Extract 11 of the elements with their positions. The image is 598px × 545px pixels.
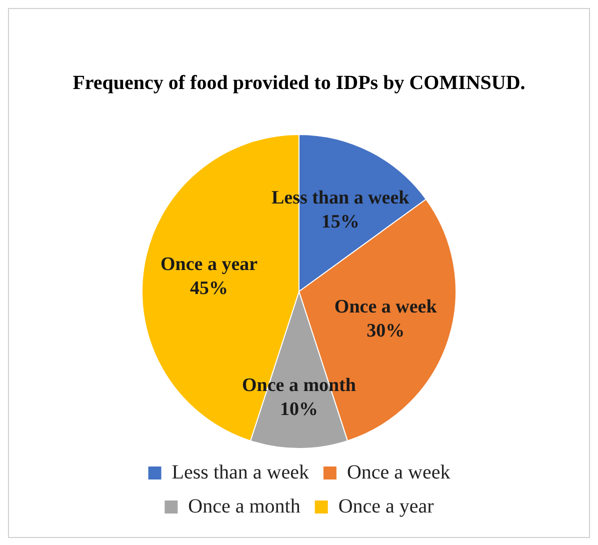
legend-label: Less than a week (172, 461, 309, 484)
legend-label: Once a week (346, 461, 450, 484)
data-label: 45% (190, 278, 228, 300)
slice-label: Once a year (160, 254, 258, 276)
data-label: 30% (366, 320, 405, 342)
data-label: 15% (321, 211, 360, 232)
legend-label: Once a month (188, 495, 300, 518)
legend-label: Once a year (338, 495, 434, 518)
slice-label: Once a week (334, 296, 438, 318)
data-label: 10% (280, 399, 318, 420)
chart-title: Frequency of food provided to IDPs by COMINSUD. (72, 71, 526, 95)
